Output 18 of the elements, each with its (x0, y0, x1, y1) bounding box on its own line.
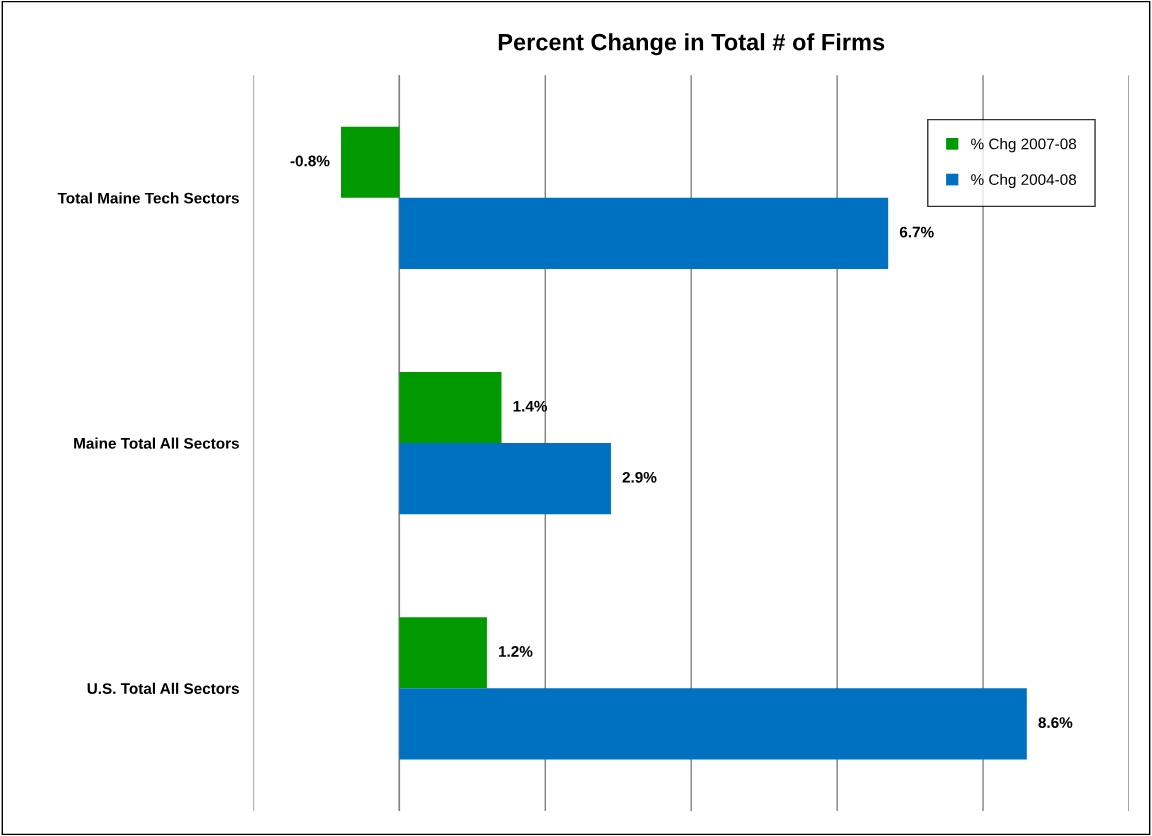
bar (399, 688, 1027, 760)
y-tick-label: Maine Total All Sectors (74, 437, 239, 449)
bar (399, 443, 611, 515)
legend-label: % Chg 2004-08 (971, 173, 1077, 189)
bar (399, 197, 889, 269)
data-label: -0.8% (290, 155, 330, 167)
data-label: 2.9% (622, 471, 657, 483)
data-label: 1.4% (513, 400, 548, 412)
bar (399, 617, 487, 689)
bar (340, 126, 400, 198)
legend-label: % Chg 2007-08 (971, 138, 1077, 153)
y-tick-label: Total Maine Tech Sectors (57, 192, 239, 204)
data-label: 6.7% (899, 226, 934, 238)
data-label: 1.2% (498, 646, 533, 657)
y-tick-label: U.S. Total All Sectors (87, 682, 239, 694)
bar (399, 371, 502, 444)
data-label: 8.6% (1038, 717, 1073, 728)
chart-title: Percent Change in Total # of Firms (498, 33, 885, 56)
